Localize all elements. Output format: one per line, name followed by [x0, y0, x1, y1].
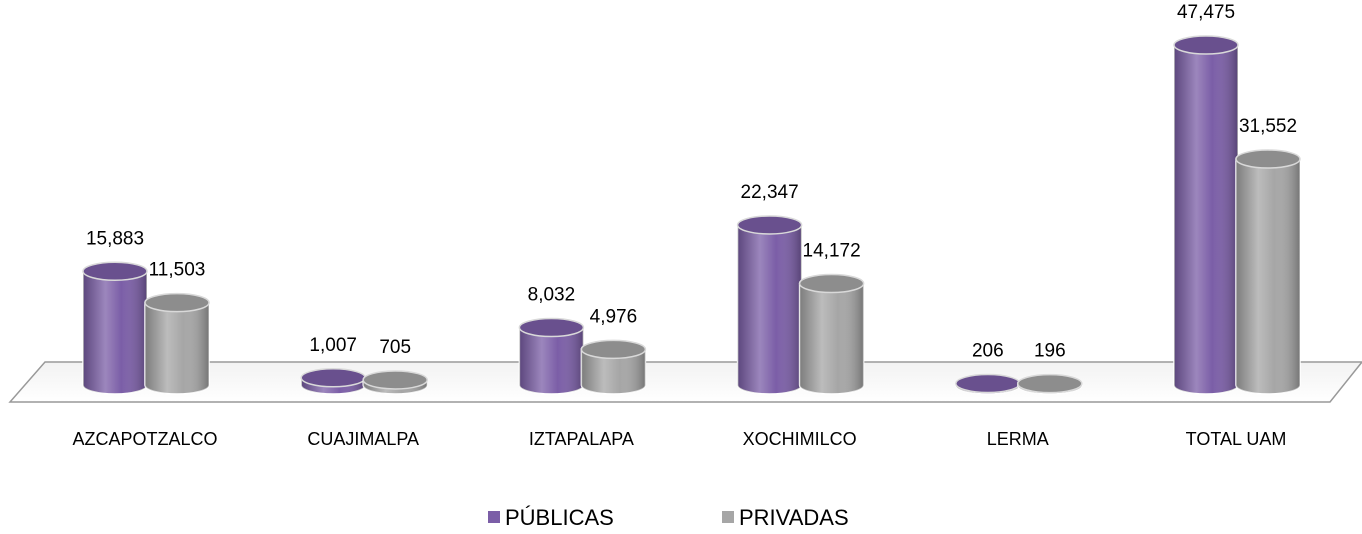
cylinder-top: [1173, 35, 1239, 55]
cylinder-shade: [799, 274, 864, 394]
data-label: 47,475: [1177, 2, 1235, 23]
x-tick-label: TOTAL UAM: [1186, 429, 1287, 449]
x-tick-label: XOCHIMILCO: [743, 429, 857, 449]
floor: [8, 361, 1362, 403]
cylinder-top: [580, 339, 647, 360]
cylinder-top: [1017, 373, 1083, 394]
cylinders: [82, 35, 1301, 395]
x-tick-label: LERMA: [987, 429, 1049, 449]
x-tick-label: CUAJIMALPA: [307, 429, 419, 449]
x-tick-label: AZCAPOTZALCO: [72, 429, 217, 449]
data-label: 705: [379, 337, 411, 358]
legend-swatch: [488, 511, 500, 523]
legend-label: PÚBLICAS: [505, 505, 614, 530]
cylinder-shade: [145, 293, 209, 394]
cylinder-top: [955, 373, 1021, 394]
data-label: 11,503: [149, 260, 206, 281]
cylinder-shade: [519, 318, 584, 394]
data-label: 31,552: [1239, 116, 1297, 137]
data-label: 8,032: [528, 284, 576, 305]
data-label: 196: [1034, 341, 1066, 362]
data-label: 206: [972, 341, 1004, 362]
legend-swatch: [722, 511, 734, 523]
data-label: 1,007: [309, 335, 357, 356]
cylinder-top: [144, 292, 210, 313]
data-label: 15,883: [86, 228, 144, 249]
cylinder-top: [1235, 149, 1301, 169]
cylinder-top: [518, 317, 585, 338]
cylinder-shade: [737, 215, 802, 394]
data-label: 4,976: [590, 306, 638, 327]
cylinder-top: [82, 261, 148, 282]
cylinder-top: [300, 368, 366, 388]
cylinder-shade: [1236, 150, 1300, 394]
cylinder-top: [736, 215, 803, 235]
data-label: 14,172: [803, 241, 861, 262]
data-label: 22,347: [741, 182, 799, 203]
cylinder-shade: [1174, 36, 1238, 394]
legend-label: PRIVADAS: [739, 505, 849, 530]
cylinder-shade: [83, 262, 147, 394]
cylinder-top: [798, 273, 865, 294]
cylinder-top: [362, 370, 428, 390]
x-tick-label: IZTAPALAPA: [529, 429, 634, 449]
